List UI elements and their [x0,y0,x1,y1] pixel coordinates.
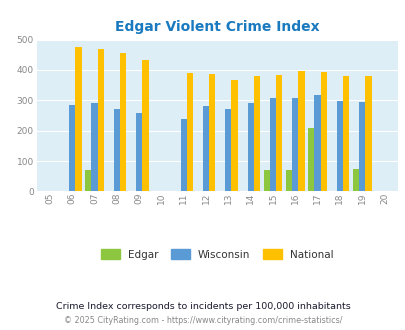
Bar [298,71,304,191]
Bar [364,76,371,191]
Bar [275,75,281,191]
Text: Crime Index corresponds to incidents per 100,000 inhabitants: Crime Index corresponds to incidents per… [55,302,350,312]
Bar [85,170,91,191]
Text: © 2025 CityRating.com - https://www.cityrating.com/crime-statistics/: © 2025 CityRating.com - https://www.city… [64,316,341,325]
Title: Edgar Violent Crime Index: Edgar Violent Crime Index [115,20,319,34]
Bar [91,103,98,191]
Bar [320,72,326,191]
Bar [342,76,348,191]
Bar [180,118,186,191]
Bar [186,73,193,191]
Bar [225,110,231,191]
Bar [253,76,259,191]
Bar [247,103,253,191]
Bar [307,128,314,191]
Bar [69,106,75,191]
Bar [231,80,237,191]
Bar [358,102,364,191]
Bar [269,98,275,191]
Bar [263,170,269,191]
Bar [285,170,292,191]
Bar [352,169,358,191]
Bar [292,98,298,191]
Bar [336,101,342,191]
Bar [209,74,215,191]
Bar [75,48,81,191]
Bar [119,53,126,191]
Bar [142,60,148,191]
Bar [113,109,119,191]
Bar [314,95,320,191]
Bar [98,49,104,191]
Bar [202,106,209,191]
Legend: Edgar, Wisconsin, National: Edgar, Wisconsin, National [96,245,337,264]
Bar [136,113,142,191]
